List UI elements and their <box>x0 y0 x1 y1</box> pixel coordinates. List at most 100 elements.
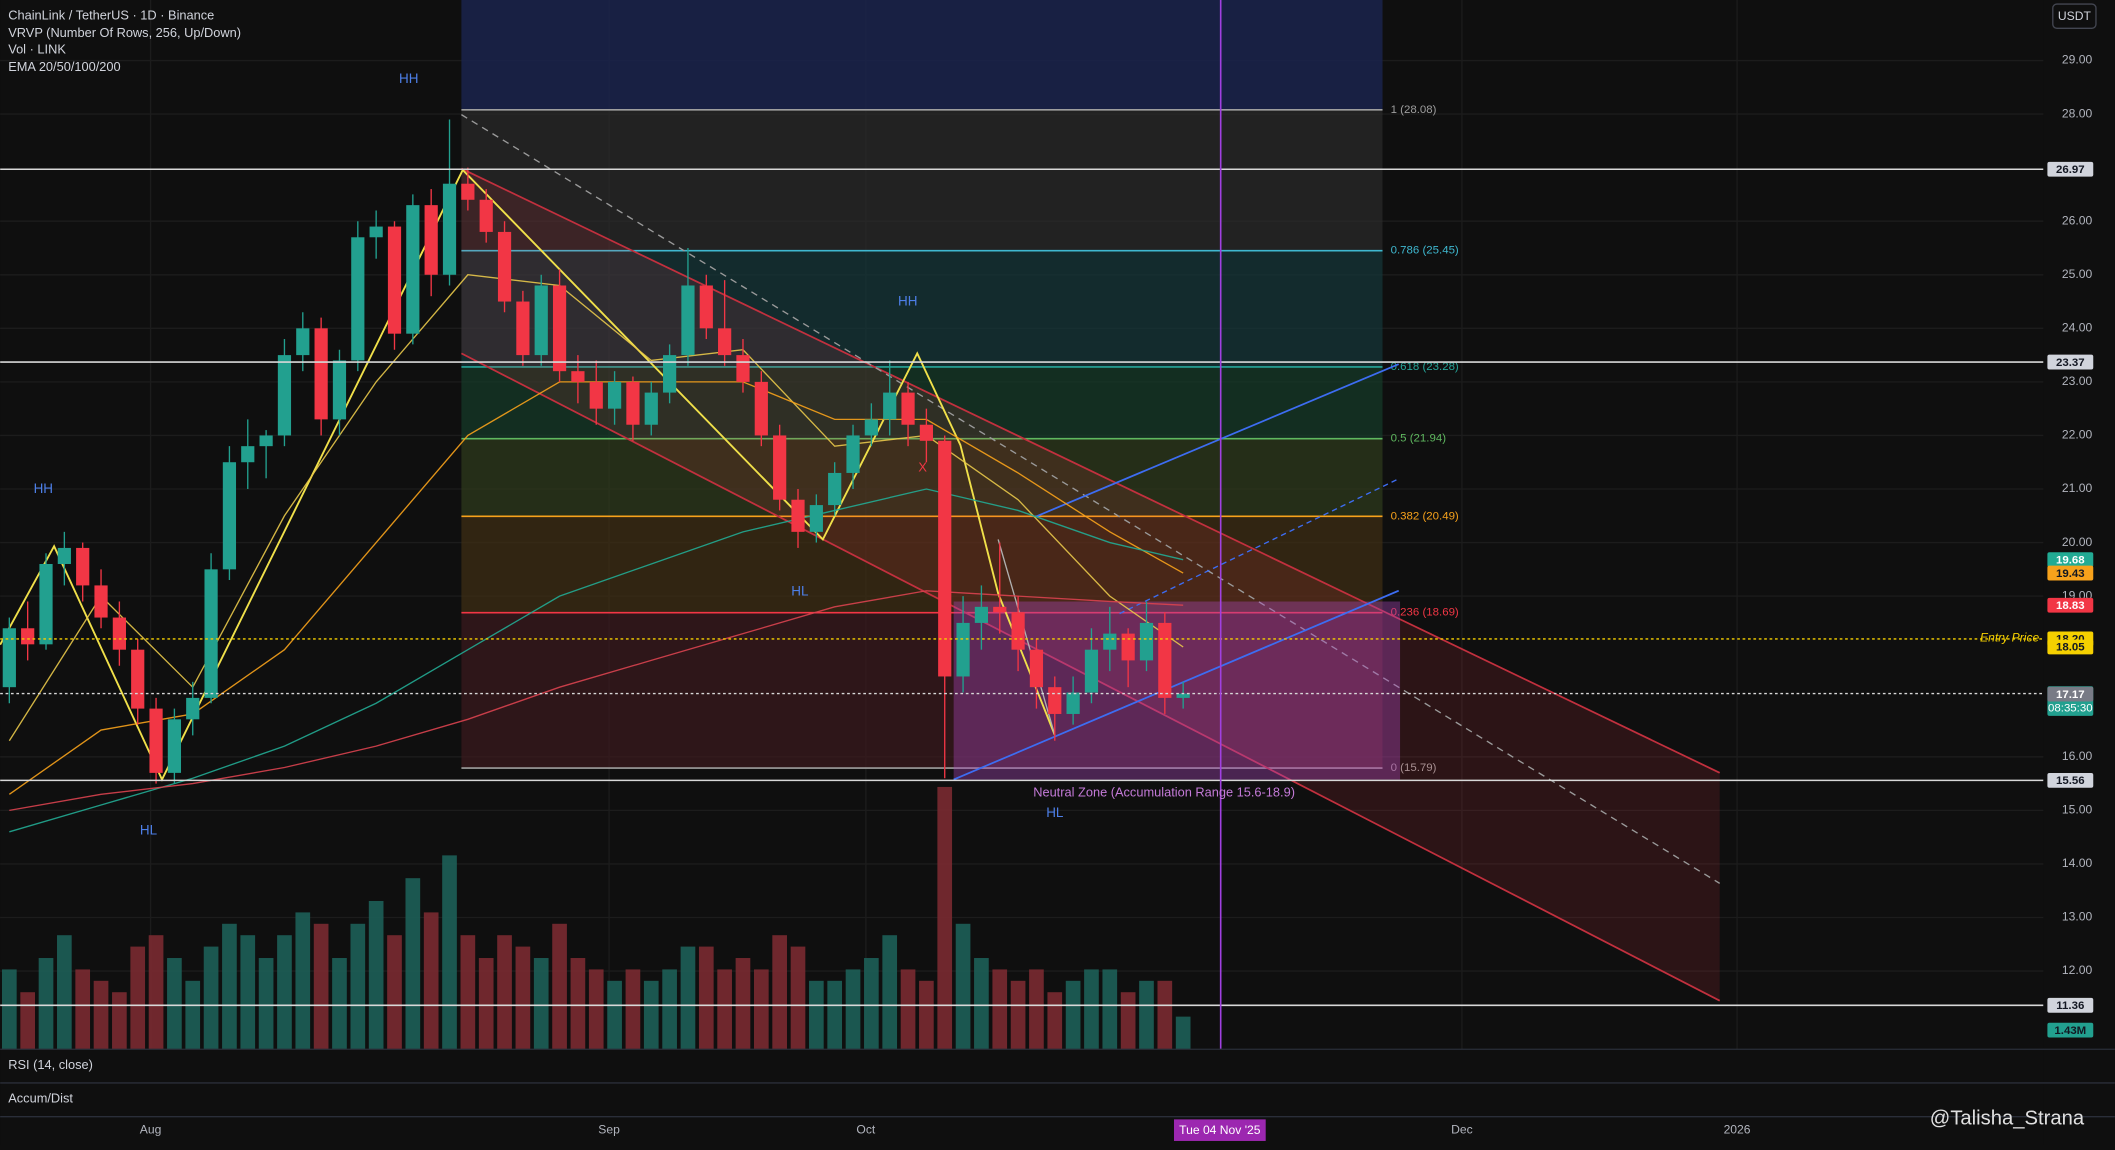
price-label: 23.37 <box>2056 357 2085 369</box>
volume-bar <box>1029 969 1044 1050</box>
annotation: X <box>918 459 927 474</box>
candle-body <box>21 628 35 645</box>
candle-body <box>351 237 365 361</box>
volume-bar <box>1120 992 1136 1050</box>
price-label-bg <box>2047 354 2094 370</box>
candle-body <box>186 697 200 720</box>
candle-body <box>406 205 420 334</box>
volume-bar <box>533 958 549 1050</box>
candle-body <box>259 435 273 447</box>
x-tick-label: Sep <box>598 1122 620 1136</box>
annotation: HH <box>34 481 53 496</box>
y-tick-label: 25.00 <box>2062 267 2093 281</box>
volume-bar <box>368 900 384 1050</box>
volume-bar <box>827 980 843 1050</box>
volume-label: 1.43M <box>2054 1025 2086 1037</box>
price-label: 19.43 <box>2056 568 2085 580</box>
y-tick-label: 16.00 <box>2062 749 2093 763</box>
annotation: HL <box>1046 805 1064 820</box>
y-tick-label: 22.00 <box>2062 428 2093 442</box>
volume-bar <box>570 958 586 1050</box>
price-label-bg <box>2047 686 2094 702</box>
candle-body <box>974 606 989 623</box>
fib-band <box>461 516 1383 613</box>
y-tick-label: 20.00 <box>2062 535 2093 549</box>
zone-label: Neutral Zone (Accumulation Range 15.6-18… <box>1033 784 1295 799</box>
candle-body <box>131 649 145 709</box>
volume-bar <box>478 958 494 1050</box>
candle-body <box>204 569 218 698</box>
price-label-bg <box>2047 597 2094 613</box>
volume-bar <box>643 980 659 1050</box>
volume-bar <box>295 912 311 1050</box>
volume-bar <box>1047 992 1063 1050</box>
price-label: 11.36 <box>2056 1000 2084 1012</box>
candle-body <box>552 285 567 372</box>
price-label: 18.83 <box>2056 600 2085 612</box>
volume-bar <box>277 935 292 1050</box>
volume-bar <box>423 912 439 1050</box>
volume-label-bg <box>2047 1022 2094 1038</box>
volume-bar <box>698 946 714 1050</box>
level-text: Entry Price <box>1980 631 2040 645</box>
candle-body <box>516 301 530 356</box>
volume-bar <box>1102 969 1118 1050</box>
candle-body <box>663 355 677 393</box>
currency-box[interactable] <box>2052 3 2097 29</box>
fib-top-zone <box>461 0 1383 111</box>
candle-body <box>424 205 438 275</box>
volume-bar <box>350 923 366 1050</box>
candle-body <box>332 360 347 420</box>
volume-bar <box>240 935 256 1050</box>
watermark: @Talisha_Strana <box>1930 1108 2085 1130</box>
fib-label: 0.382 (20.49) <box>1391 510 1459 522</box>
volume-bar <box>130 946 146 1050</box>
candle-body <box>1029 649 1044 688</box>
volume-bar <box>680 946 696 1050</box>
candle-body <box>112 617 126 650</box>
volume-bar <box>38 958 54 1050</box>
x-tick-label: 2026 <box>1724 1122 1751 1136</box>
fib-label: 1 (28.08) <box>1391 104 1437 116</box>
zigzag <box>0 168 1056 782</box>
candle-body <box>1121 633 1135 661</box>
fib-label: 0 (15.79) <box>1391 762 1437 774</box>
annotation: HH <box>399 71 418 86</box>
channel-upper <box>461 167 1721 774</box>
volume-bar <box>809 980 824 1050</box>
volume-bar <box>460 935 476 1050</box>
candle-body <box>1103 633 1117 650</box>
volume-bar <box>167 958 182 1050</box>
fib-band <box>461 438 1383 517</box>
volume-bar <box>552 923 567 1050</box>
fib-label: 0.786 (25.45) <box>1391 245 1459 257</box>
header: ChainLink / TetherUS · 1D · Binance <box>8 8 214 23</box>
currency[interactable]: USDT <box>2058 9 2092 23</box>
descending-channel <box>461 168 1720 1001</box>
volume-bar <box>937 786 953 1050</box>
volume-bar <box>112 992 127 1050</box>
volume-bar <box>1157 980 1173 1050</box>
candle-body <box>571 371 585 382</box>
volume-bar <box>845 969 861 1050</box>
candle-body <box>442 183 457 275</box>
volume-bar <box>790 946 806 1050</box>
volume-bar <box>753 969 769 1050</box>
price-label-bg <box>2047 772 2094 788</box>
candle-body <box>993 606 1007 613</box>
candle-body <box>296 328 310 356</box>
candle-body <box>534 285 548 356</box>
volume-bar <box>258 958 274 1050</box>
candle-body <box>1011 612 1025 650</box>
y-tick-label: 12.00 <box>2062 963 2093 977</box>
volume-bar <box>717 969 732 1050</box>
candle-body <box>901 392 915 425</box>
volume-bar <box>900 969 916 1050</box>
candle-body <box>94 585 108 618</box>
volume-bar <box>1065 980 1081 1050</box>
price-label: 26.97 <box>2056 164 2085 176</box>
y-tick-label: 26.00 <box>2062 213 2093 227</box>
fib-band <box>461 250 1383 367</box>
price-label: 15.56 <box>2056 775 2085 787</box>
